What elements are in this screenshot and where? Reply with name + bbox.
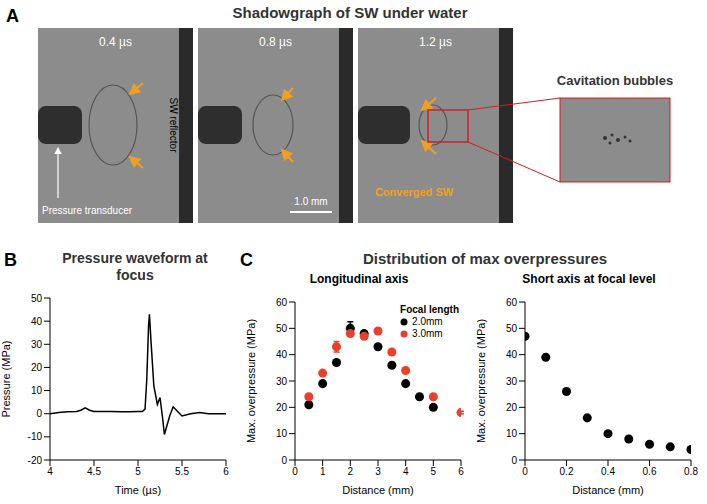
svg-text:50: 50 [276,323,288,334]
svg-text:10: 10 [31,385,43,396]
svg-text:2: 2 [348,466,354,477]
svg-text:20: 20 [506,402,518,413]
svg-text:10: 10 [276,428,288,439]
svg-text:40: 40 [31,316,43,327]
svg-text:30: 30 [506,376,518,387]
svg-text:4.5: 4.5 [87,466,101,477]
svg-text:50: 50 [506,323,518,334]
html-text:C: C [240,250,253,270]
svg-text:4: 4 [403,466,409,477]
html-text:B: B [4,250,17,270]
svg-text:0: 0 [292,466,298,477]
html-text:2.0mm: 2.0mm [412,316,443,327]
svg-text:1.2 µs: 1.2 µs [419,35,452,49]
svg-text:Time (µs): Time (µs) [115,484,161,496]
svg-text:0.6: 0.6 [643,466,657,477]
svg-text:A: A [6,6,19,26]
svg-text:10: 10 [506,428,518,439]
svg-text:60: 60 [506,297,518,308]
html-text:Distribution of max overpressu: Distribution of max overpressures [362,250,608,267]
svg-text:Shadowgraph of SW under water: Shadowgraph of SW under water [232,4,467,21]
svg-text:6: 6 [223,466,229,477]
svg-text:-20: -20 [28,455,43,466]
svg-text:Pressure (MPa): Pressure (MPa) [0,340,12,417]
svg-text:0: 0 [281,455,287,466]
svg-text:5: 5 [135,466,141,477]
html-text:Longitudinal axis: Longitudinal axis [309,272,409,286]
svg-text:6: 6 [458,466,464,477]
svg-text:0.8 µs: 0.8 µs [259,35,292,49]
html-text:Pressure waveform at focus: Pressure waveform at focus [62,250,208,283]
svg-text:5: 5 [431,466,437,477]
svg-text:30: 30 [276,376,288,387]
svg-text:0.8: 0.8 [684,466,698,477]
svg-text:60: 60 [276,297,288,308]
svg-text:Pressure transducer: Pressure transducer [42,205,133,216]
svg-text:Max. overpressure (MPa): Max. overpressure (MPa) [475,319,487,443]
svg-text:0.2: 0.2 [560,466,574,477]
svg-text:SW reflector: SW reflector [168,97,179,153]
svg-text:Distance (mm): Distance (mm) [342,484,414,496]
svg-text:1: 1 [320,466,326,477]
svg-text:1.0 mm: 1.0 mm [294,196,327,207]
svg-text:40: 40 [506,349,518,360]
svg-text:4: 4 [47,466,53,477]
svg-text:Cavitation bubbles: Cavitation bubbles [557,73,673,88]
svg-text:20: 20 [276,402,288,413]
svg-text:Max. overpressure (MPa): Max. overpressure (MPa) [245,319,257,443]
svg-text:Distance (mm): Distance (mm) [572,484,644,496]
svg-text:0.4 µs: 0.4 µs [99,35,132,49]
svg-text:-10: -10 [28,431,43,442]
svg-text:0: 0 [36,408,42,419]
svg-text:0.4: 0.4 [601,466,615,477]
svg-text:30: 30 [31,339,43,350]
html-text:Short axis at focal level: Short axis at focal level [522,272,656,286]
svg-text:3: 3 [375,466,381,477]
svg-text:Converged SW: Converged SW [375,186,454,198]
svg-text:40: 40 [276,349,288,360]
html-text:3.0mm: 3.0mm [412,328,443,339]
svg-text:0: 0 [511,455,517,466]
svg-text:50: 50 [31,293,43,304]
html-text:Focal length: Focal length [400,304,459,315]
svg-text:20: 20 [31,362,43,373]
svg-text:5.5: 5.5 [175,466,189,477]
svg-text:0: 0 [522,466,528,477]
